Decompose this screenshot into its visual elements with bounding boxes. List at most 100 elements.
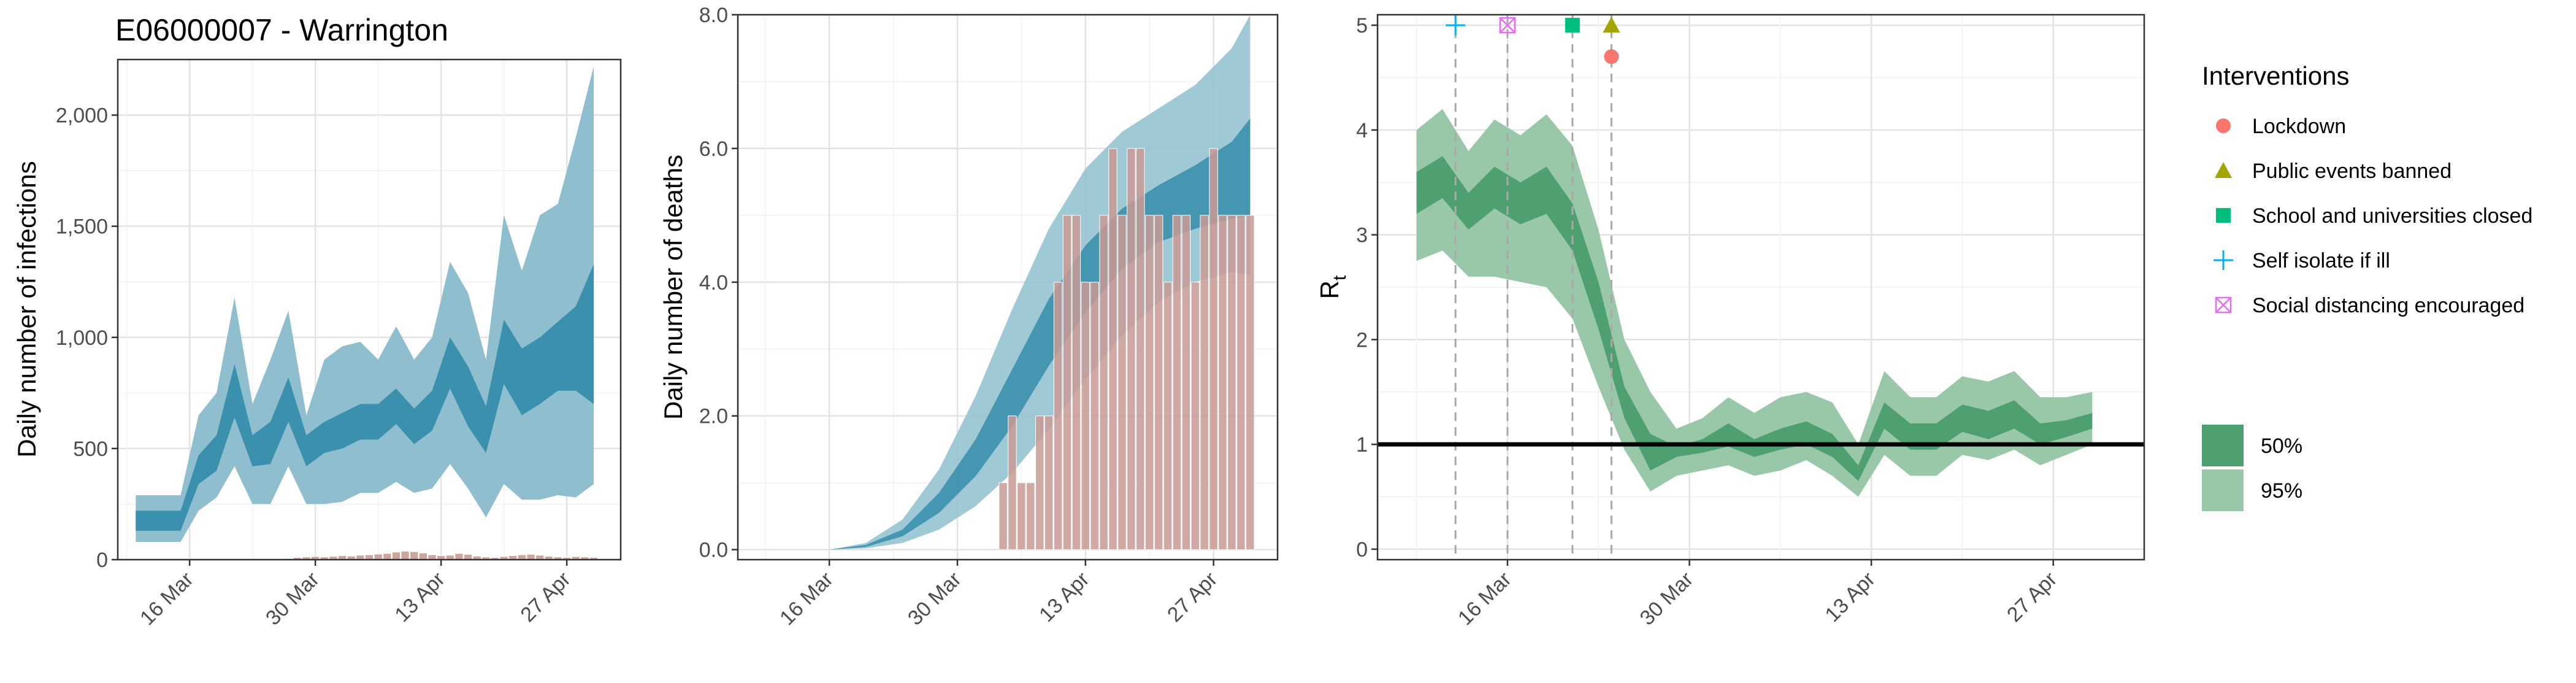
observed-bar [1154, 215, 1163, 550]
observed-bar [1246, 215, 1255, 550]
y-tick-label: 0 [1356, 538, 1368, 561]
observed-bar [410, 551, 419, 560]
observed-bar [418, 552, 427, 560]
observed-bar [463, 554, 473, 560]
intervention-marker [1565, 18, 1580, 33]
x-tick-label: 27 Apr [516, 568, 575, 627]
legend-interval-label: 50% [2261, 434, 2302, 458]
y-tick-label: 8.0 [699, 4, 728, 27]
observed-bar [1172, 215, 1182, 550]
x-tick-label: 30 Mar [261, 568, 324, 630]
rt-bands [1416, 109, 2093, 497]
observed-bar [526, 554, 535, 560]
legend-intervals: 50% 95% [2202, 425, 2302, 511]
observed-bar [1218, 215, 1227, 550]
x-tick-label: 27 Apr [1163, 568, 1222, 627]
death-bands [829, 15, 1251, 550]
observed-bar [1144, 215, 1154, 550]
observed-bar [1035, 415, 1045, 550]
x-tick-label: 16 Mar [1454, 568, 1516, 630]
y-tick-label: 5 [1356, 14, 1368, 37]
y-axis-label-subscript: t [1330, 275, 1350, 280]
x-tick-label: 30 Mar [903, 568, 966, 630]
observed-bar [1181, 215, 1191, 550]
x-axis-ticks: 16 Mar 30 Mar 13 Apr 27 Apr [136, 560, 575, 630]
y-tick-label: 2.0 [699, 405, 728, 428]
legend-key-cross [2214, 250, 2233, 270]
x-tick-label: 16 Mar [775, 568, 838, 630]
y-tick-label: 0 [96, 549, 108, 572]
observed-bar [999, 482, 1008, 550]
y-axis-ticks: 0 1 2 3 4 5 [1356, 14, 1378, 561]
observed-bar [1053, 282, 1063, 550]
observed-bar [1062, 215, 1072, 550]
y-tick-label: 3 [1356, 224, 1368, 247]
y-axis-label: Rt [1315, 275, 1350, 299]
band-95pct [829, 15, 1251, 550]
band-50pct [1416, 156, 2093, 481]
legend-key-triangle [2215, 162, 2232, 178]
y-tick-label: 1,500 [56, 215, 108, 239]
legend-key-square [2216, 208, 2231, 223]
plot-border [737, 14, 1279, 561]
observed-deaths-bars [999, 148, 1255, 550]
legend-interval-swatch [2202, 469, 2244, 511]
y-tick-label: 2 [1356, 328, 1368, 352]
intervention-marker [1604, 49, 1619, 64]
observed-bar [1071, 215, 1081, 550]
y-axis-ticks: 0.0 2.0 4.0 6.0 8.0 [699, 4, 738, 562]
observed-bar [1163, 282, 1173, 550]
observed-bar [383, 553, 392, 560]
observed-bar [374, 554, 383, 560]
observed-bar [1017, 482, 1026, 550]
observed-bar [1090, 282, 1099, 550]
infections-panel: 0 500 1,000 1,500 2,000 16 Mar 30 Mar 13 Apr 27… [12, 58, 622, 630]
band-50pct [829, 118, 1251, 550]
observed-bar [1209, 148, 1218, 550]
observed-bar [1136, 148, 1145, 550]
x-tick-label: 13 Apr [390, 568, 449, 627]
intervention-markers [1446, 15, 1620, 64]
x-tick-label: 13 Apr [1820, 568, 1879, 627]
y-tick-label: 2,000 [56, 104, 108, 128]
x-tick-label: 27 Apr [2003, 568, 2061, 627]
observed-bar [1099, 215, 1108, 550]
y-tick-label: 4 [1356, 119, 1368, 142]
chart-title: E06000007 - Warrington [115, 13, 448, 47]
observed-bar [1044, 415, 1054, 550]
deaths-panel: 0.0 2.0 4.0 6.0 8.0 16 Mar 30 Mar 13 Apr 27 Apr… [659, 4, 1279, 630]
y-tick-label: 4.0 [699, 271, 728, 295]
y-axis-label: Daily number of deaths [659, 155, 688, 420]
band-95pct [1416, 109, 2093, 497]
legend-label: Public events banned [2252, 160, 2451, 183]
intervention-lines [1454, 15, 1612, 560]
plot-border [1376, 14, 2145, 561]
legend-label: School and universities closed [2252, 204, 2532, 228]
plot-border [117, 58, 622, 561]
intervention-marker [1499, 17, 1516, 34]
observed-bar [391, 552, 401, 560]
observed-bar [1236, 215, 1246, 550]
legend-interval-label: 95% [2261, 479, 2302, 503]
infection-bands [136, 66, 594, 542]
legend-label: Lockdown [2252, 115, 2346, 138]
x-axis-ticks: 16 Mar 30 Mar 13 Apr 27 Apr [775, 560, 1222, 630]
observed-bar [1108, 148, 1117, 550]
legend-key-circle [2216, 118, 2231, 133]
intervention-marker [1603, 17, 1620, 33]
observed-bar [1190, 282, 1200, 550]
observed-bar [1127, 148, 1136, 550]
y-axis-ticks: 0 500 1,000 1,500 2,000 [56, 104, 118, 572]
observed-bar [1117, 215, 1127, 550]
y-tick-label: 1,000 [56, 326, 108, 350]
legend-interval-swatch [2202, 425, 2244, 466]
legend-label: Self isolate if ill [2252, 249, 2390, 272]
y-tick-label: 500 [73, 438, 108, 461]
y-tick-label: 1 [1356, 433, 1368, 457]
y-tick-label: 0.0 [699, 539, 728, 562]
observed-bar [1008, 415, 1017, 550]
x-tick-label: 13 Apr [1035, 568, 1094, 627]
legend: Interventions Lockdown Public events bann… [2202, 61, 2532, 511]
x-tick-label: 30 Mar [1635, 568, 1698, 630]
